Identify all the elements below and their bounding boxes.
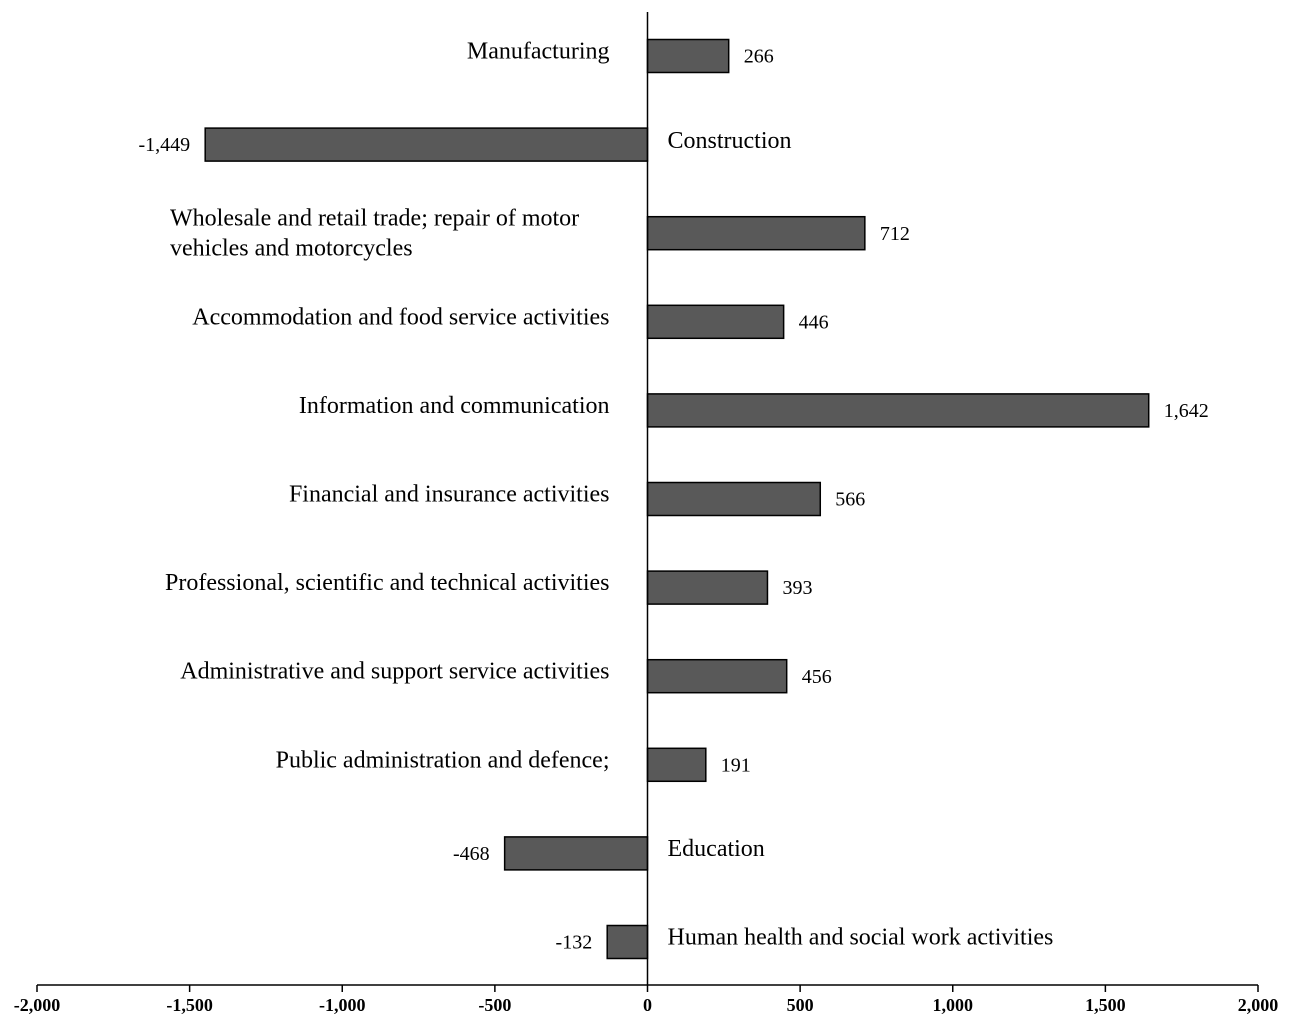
category-label-line: Administrative and support service activ…	[180, 659, 609, 685]
category-label-human-health-and-social-work-activities: Human health and social work activities	[668, 925, 1054, 951]
category-label-accommodation-and-food-service-activitie: Accommodation and food service activitie…	[192, 304, 609, 330]
category-label-line: vehicles and motorcycles	[170, 236, 413, 262]
x-axis: -2,000 -1,500 -1,000 -500 0 500 1,000 1,500 2,00…	[14, 12, 1279, 1015]
value-label-financial-and-insurance-activities: 566	[835, 489, 865, 511]
bar-financial-and-insurance-activities	[646, 481, 822, 517]
category-label-construction: Construction	[668, 128, 792, 154]
value-label-administrative-and-support-service-activ: 456	[802, 666, 832, 688]
category-label-line: Construction	[668, 128, 792, 154]
category-label-line: Accommodation and food service activitie…	[192, 304, 609, 330]
value-label-human-health-and-social-work-activities: -132	[556, 932, 593, 954]
value-label-information-and-communication: 1,642	[1164, 400, 1209, 422]
bar-accommodation-and-food-service-activitie	[646, 304, 785, 340]
category-label-line: Information and communication	[299, 393, 610, 419]
category-label-line: Public administration and defence;	[276, 747, 610, 773]
value-label-construction: -1,449	[139, 134, 191, 156]
bar-administrative-and-support-service-activ	[646, 658, 788, 694]
category-label-line: Professional, scientific and technical a…	[165, 570, 610, 596]
bar-information-and-communication	[646, 393, 1150, 428]
value-label-accommodation-and-food-service-activitie: 446	[799, 311, 829, 333]
category-label-financial-and-insurance-activities: Financial and insurance activities	[289, 482, 610, 508]
x-tick-label: -1,500	[166, 995, 213, 1015]
bar-public-administration-and-defence	[646, 747, 707, 783]
bar-professional-scientific-and-technical-ac	[646, 570, 769, 605]
category-label-wholesale-and-retail-trade-repair-of-mot: Wholesale and retail trade; repair of mo…	[170, 206, 579, 262]
bar-construction	[204, 127, 649, 162]
category-label-manufacturing: Manufacturing	[467, 39, 610, 65]
x-tick-label: 2,000	[1238, 995, 1279, 1015]
bar-education	[503, 836, 649, 871]
value-label-education: -468	[453, 843, 490, 865]
category-label-line: Financial and insurance activities	[289, 482, 610, 508]
value-label-public-administration-and-defence: 191	[721, 754, 751, 776]
category-label-administrative-and-support-service-activ: Administrative and support service activ…	[180, 659, 609, 685]
bar-wholesale-and-retail-trade-repair-of-mot	[646, 215, 866, 251]
category-label-line: Education	[668, 836, 765, 862]
x-tick-label: -1,000	[319, 995, 366, 1015]
x-tick-label: -500	[478, 995, 511, 1015]
x-tick-label: 500	[787, 995, 814, 1015]
bars	[204, 38, 1150, 960]
x-tick-label: 0	[643, 995, 652, 1015]
category-label-line: Manufacturing	[467, 39, 610, 65]
bar-human-health-and-social-work-activities	[606, 924, 649, 960]
category-label-information-and-communication: Information and communication	[299, 393, 610, 419]
category-label-line: Wholesale and retail trade; repair of mo…	[170, 206, 579, 232]
category-label-education: Education	[668, 836, 765, 862]
category-label-line: Human health and social work activities	[668, 925, 1054, 951]
bar-manufacturing	[646, 38, 730, 74]
value-label-wholesale-and-retail-trade-repair-of-mot: 712	[880, 223, 910, 245]
x-tick-label: 1,500	[1085, 995, 1126, 1015]
category-label-professional-scientific-and-technical-ac: Professional, scientific and technical a…	[165, 570, 610, 596]
value-label-manufacturing: 266	[744, 46, 774, 68]
category-label-public-administration-and-defence: Public administration and defence;	[276, 747, 610, 773]
labels: 266 Manufacturing -1,449 Construction 712 Who…	[139, 39, 1209, 954]
value-label-professional-scientific-and-technical-ac: 393	[782, 577, 812, 599]
x-tick-label: -2,000	[14, 995, 61, 1015]
x-tick-label: 1,000	[933, 995, 974, 1015]
